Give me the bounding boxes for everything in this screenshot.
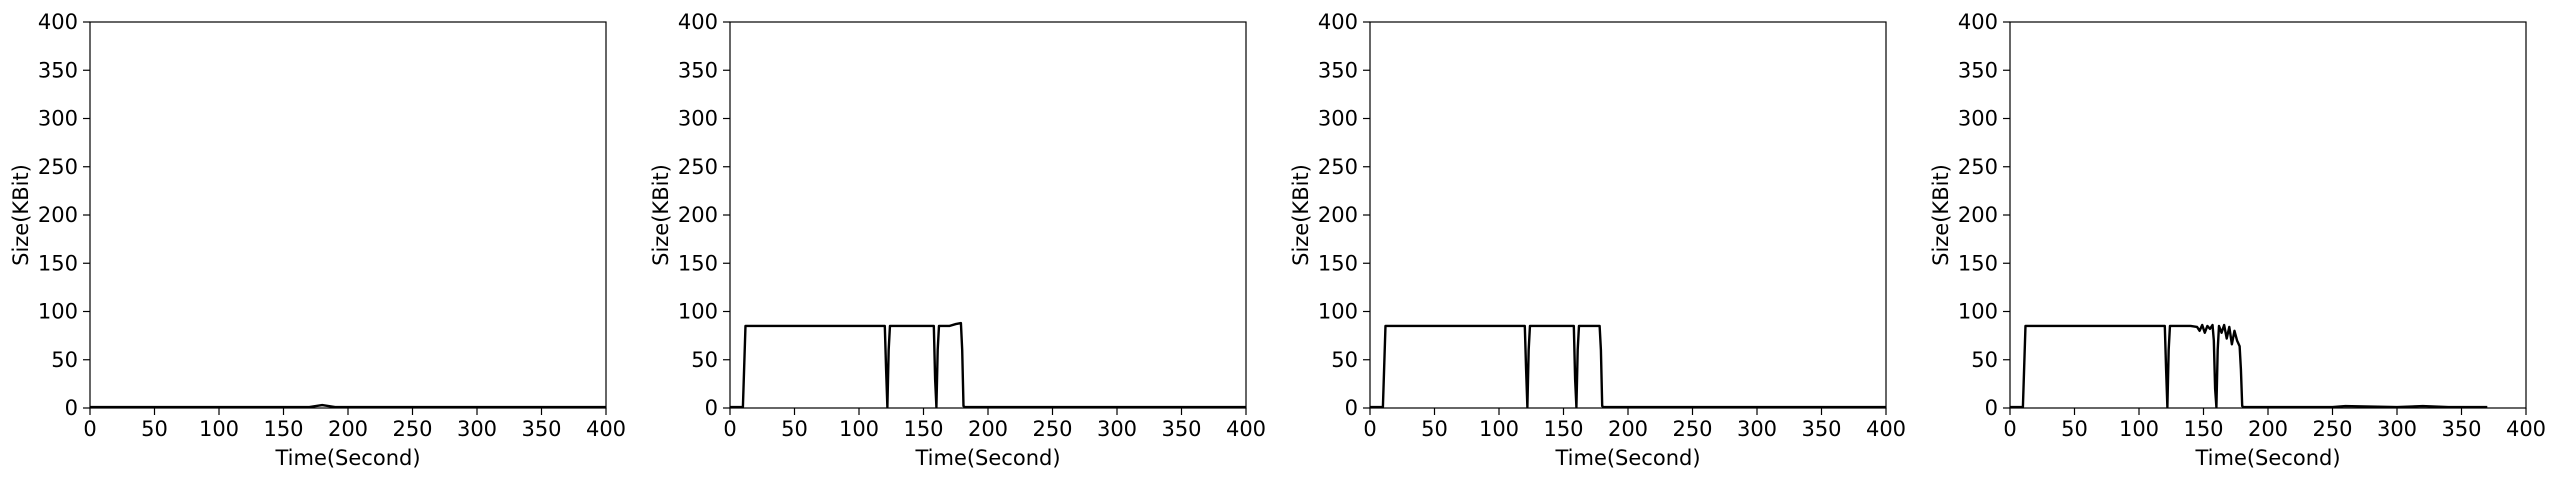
- x-tick-label: 0: [2003, 417, 2016, 441]
- x-tick-label: 100: [199, 417, 239, 441]
- y-tick-label: 400: [678, 10, 718, 34]
- series-line-1: [1370, 324, 1886, 409]
- y-tick-label: 300: [1958, 107, 1998, 131]
- x-tick-label: 50: [1421, 417, 1448, 441]
- x-tick-label: 0: [1363, 417, 1376, 441]
- y-tick-label: 0: [1345, 396, 1358, 420]
- y-tick-label: 0: [65, 396, 78, 420]
- x-tick-label: 200: [968, 417, 1008, 441]
- y-tick-label: 350: [1958, 58, 1998, 82]
- y-tick-label: 400: [1318, 10, 1358, 34]
- x-tick-label: 250: [2312, 417, 2352, 441]
- plot-frame: [1369, 21, 1887, 409]
- x-axis-label: Time(Second): [274, 446, 420, 470]
- x-tick-label: 350: [2441, 417, 2481, 441]
- y-tick-label: 150: [1958, 251, 1998, 275]
- x-tick-label: 200: [328, 417, 368, 441]
- chart-panel-1: 0 50 100 150 200 250 300 350 400 0 50 100 150 200 250 3…: [9, 10, 626, 470]
- chart-panel-4: 0 50 100 150 200 250 300 350 400 0 50 100 150 200 250 3…: [1929, 10, 2546, 470]
- y-tick-label: 200: [678, 203, 718, 227]
- x-tick-label: 0: [723, 417, 736, 441]
- y-tick-label: 250: [1958, 155, 1998, 179]
- y-tick-label: 400: [38, 10, 78, 34]
- y-tick-label: 0: [705, 396, 718, 420]
- y-tick-label: 50: [51, 348, 78, 372]
- y-tick-label: 150: [678, 251, 718, 275]
- y-tick-label: 350: [38, 58, 78, 82]
- series-line-1: [730, 321, 1246, 409]
- y-tick-label: 0: [1985, 396, 1998, 420]
- chart-panel-2: 0 50 100 150 200 250 300 350 400 0 50 100 150 200 250 3…: [649, 10, 1266, 470]
- x-tick-label: 50: [781, 417, 808, 441]
- x-tick-label: 300: [1097, 417, 1137, 441]
- x-tick-label: 400: [2506, 417, 2546, 441]
- y-tick-label: 100: [1958, 300, 1998, 324]
- x-tick-label: 100: [1479, 417, 1519, 441]
- x-tick-label: 400: [586, 417, 626, 441]
- y-tick-label: 300: [1318, 107, 1358, 131]
- x-tick-label: 250: [1672, 417, 1712, 441]
- x-tick-label: 100: [2119, 417, 2159, 441]
- x-tick-label: 50: [2061, 417, 2088, 441]
- y-tick-label: 300: [38, 107, 78, 131]
- x-tick-label: 0: [83, 417, 96, 441]
- x-tick-label: 400: [1226, 417, 1266, 441]
- y-tick-label: 350: [678, 58, 718, 82]
- x-tick-label: 150: [2183, 417, 2223, 441]
- plot-frame: [2009, 21, 2527, 409]
- y-tick-label: 250: [1318, 155, 1358, 179]
- y-tick-label: 100: [38, 300, 78, 324]
- y-tick-label: 200: [38, 203, 78, 227]
- series-line-1: [90, 403, 606, 409]
- x-tick-label: 150: [1543, 417, 1583, 441]
- x-tick-label: 250: [392, 417, 432, 441]
- x-tick-label: 100: [839, 417, 879, 441]
- plot-frame: [729, 21, 1247, 409]
- y-axis-label: Size(KBit): [9, 164, 33, 266]
- y-tick-label: 250: [678, 155, 718, 179]
- x-tick-label: 250: [1032, 417, 1072, 441]
- x-tick-label: 50: [141, 417, 168, 441]
- y-tick-label: 400: [1958, 10, 1998, 34]
- y-axis-label: Size(KBit): [649, 164, 673, 266]
- y-tick-label: 200: [1318, 203, 1358, 227]
- y-tick-label: 50: [691, 348, 718, 372]
- y-axis-label: Size(KBit): [1289, 164, 1313, 266]
- y-tick-label: 150: [38, 251, 78, 275]
- x-tick-label: 150: [903, 417, 943, 441]
- x-tick-label: 200: [2248, 417, 2288, 441]
- y-axis-label: Size(KBit): [1929, 164, 1953, 266]
- y-tick-label: 200: [1958, 203, 1998, 227]
- plot-frame: [89, 21, 607, 409]
- y-tick-label: 350: [1318, 58, 1358, 82]
- y-tick-label: 150: [1318, 251, 1358, 275]
- y-tick-label: 250: [38, 155, 78, 179]
- x-tick-label: 350: [521, 417, 561, 441]
- y-tick-label: 50: [1331, 348, 1358, 372]
- x-tick-label: 400: [1866, 417, 1906, 441]
- x-tick-label: 200: [1608, 417, 1648, 441]
- x-tick-label: 350: [1161, 417, 1201, 441]
- x-tick-label: 300: [2377, 417, 2417, 441]
- y-tick-label: 300: [678, 107, 718, 131]
- y-tick-label: 100: [1318, 300, 1358, 324]
- y-tick-label: 100: [678, 300, 718, 324]
- x-tick-label: 300: [1737, 417, 1777, 441]
- y-tick-label: 50: [1971, 348, 1998, 372]
- x-axis-label: Time(Second): [914, 446, 1060, 470]
- series-line-1: [2010, 323, 2488, 409]
- x-tick-label: 300: [457, 417, 497, 441]
- chart-panel-3: 0 50 100 150 200 250 300 350 400 0 50 100 150 200 250 3…: [1289, 10, 1906, 470]
- x-axis-label: Time(Second): [2194, 446, 2340, 470]
- x-tick-label: 150: [263, 417, 303, 441]
- x-axis-label: Time(Second): [1554, 446, 1700, 470]
- x-tick-label: 350: [1801, 417, 1841, 441]
